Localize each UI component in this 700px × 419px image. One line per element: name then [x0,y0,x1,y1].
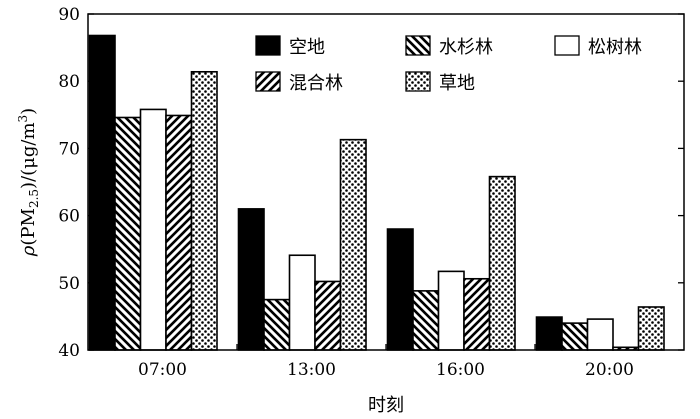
y-tick-label: 60 [58,207,80,227]
bar-solid-black-0 [88,34,116,351]
y-tick-label: 90 [58,5,80,25]
y-tick-label: 40 [58,341,80,361]
bar-hatch-forward-2 [463,277,491,351]
legend-swatch-solid-black [255,35,281,56]
bar-solid-black-3 [535,316,563,351]
legend-label: 松树林 [588,37,642,58]
bar-dots-2 [488,175,516,351]
bar-dots-0 [190,70,218,351]
bar-hatch-forward-0 [165,114,193,351]
legend-label: 草地 [439,73,475,94]
y-tick-label: 80 [58,72,80,92]
bar-hatch-reverse-3 [561,322,589,351]
bar-hatch-reverse-2 [412,290,440,351]
bar-solid-black-2 [386,228,414,351]
m-superscript: 3 [16,115,30,123]
y-tick-label: 50 [58,274,80,294]
bar-solid-black-1 [237,208,265,351]
legend-swatch-hatch-forward [255,71,281,92]
x-tick-label: 20:00 [585,360,634,380]
bar-white-3 [586,318,614,351]
legend-label: 空地 [289,37,325,58]
legend-label: 水杉林 [439,37,493,58]
bar-hatch-reverse-0 [114,116,142,351]
legend-label: 混合林 [289,73,343,94]
bar-white-2 [437,270,465,351]
bar-hatch-forward-1 [314,280,342,351]
x-tick-label: 07:00 [138,360,187,380]
y-axis-ticks: 40 50 60 70 80 90 [58,5,684,361]
legend-swatch-hatch-reverse [405,35,431,56]
y-tick-label: 70 [58,139,80,159]
legend-swatch-white [554,35,580,56]
pm-subscript: 2.5 [27,189,41,208]
y-axis-label: ρ(PM2.5)/(μg/m3) [16,108,41,257]
x-tick-label: 16:00 [436,360,485,380]
x-axis-ticks: 07:00 13:00 16:00 20:00 [138,344,634,380]
bar-white-0 [139,108,167,351]
bar-dots-1 [339,138,367,351]
bars-group [88,34,665,351]
bar-dots-3 [637,306,665,351]
bar-hatch-reverse-1 [263,298,291,351]
x-tick-label: 13:00 [287,360,336,380]
legend-swatch-dots [405,71,431,92]
x-axis-label: 时刻 [368,395,404,416]
rho-symbol: ρ [18,245,39,257]
bar-white-1 [288,254,316,351]
